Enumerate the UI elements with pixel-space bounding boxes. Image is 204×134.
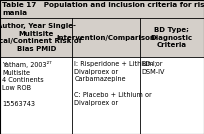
Text: I: Risperidone + Lithium or
Divalproex or
Carbamazepine

C: Placebo + Lithium or: I: Risperidone + Lithium or Divalproex o… xyxy=(74,61,163,106)
Text: BD-I;
DSM-IV: BD-I; DSM-IV xyxy=(142,61,165,75)
Text: BD Type;
Diagnostic
Criteria: BD Type; Diagnostic Criteria xyxy=(151,27,193,48)
Bar xyxy=(140,18,204,57)
Text: Author, Year Single-
Multisite
Local/Continent Risk of
Bias PMID: Author, Year Single- Multisite Local/Con… xyxy=(0,23,82,52)
Bar xyxy=(0,0,204,18)
Text: Yatham, 2003²⁷
Multisite
4 Continents
Low ROB

15563743: Yatham, 2003²⁷ Multisite 4 Continents Lo… xyxy=(2,61,52,107)
Text: Table 17   Population and inclusion criteria for risperidone p
mania: Table 17 Population and inclusion criter… xyxy=(2,2,204,16)
Text: Intervention/Comparison: Intervention/Comparison xyxy=(57,35,155,40)
Bar xyxy=(0,57,72,134)
Bar xyxy=(0,18,72,57)
Bar xyxy=(72,18,140,57)
Bar xyxy=(72,57,140,134)
Bar xyxy=(140,57,204,134)
